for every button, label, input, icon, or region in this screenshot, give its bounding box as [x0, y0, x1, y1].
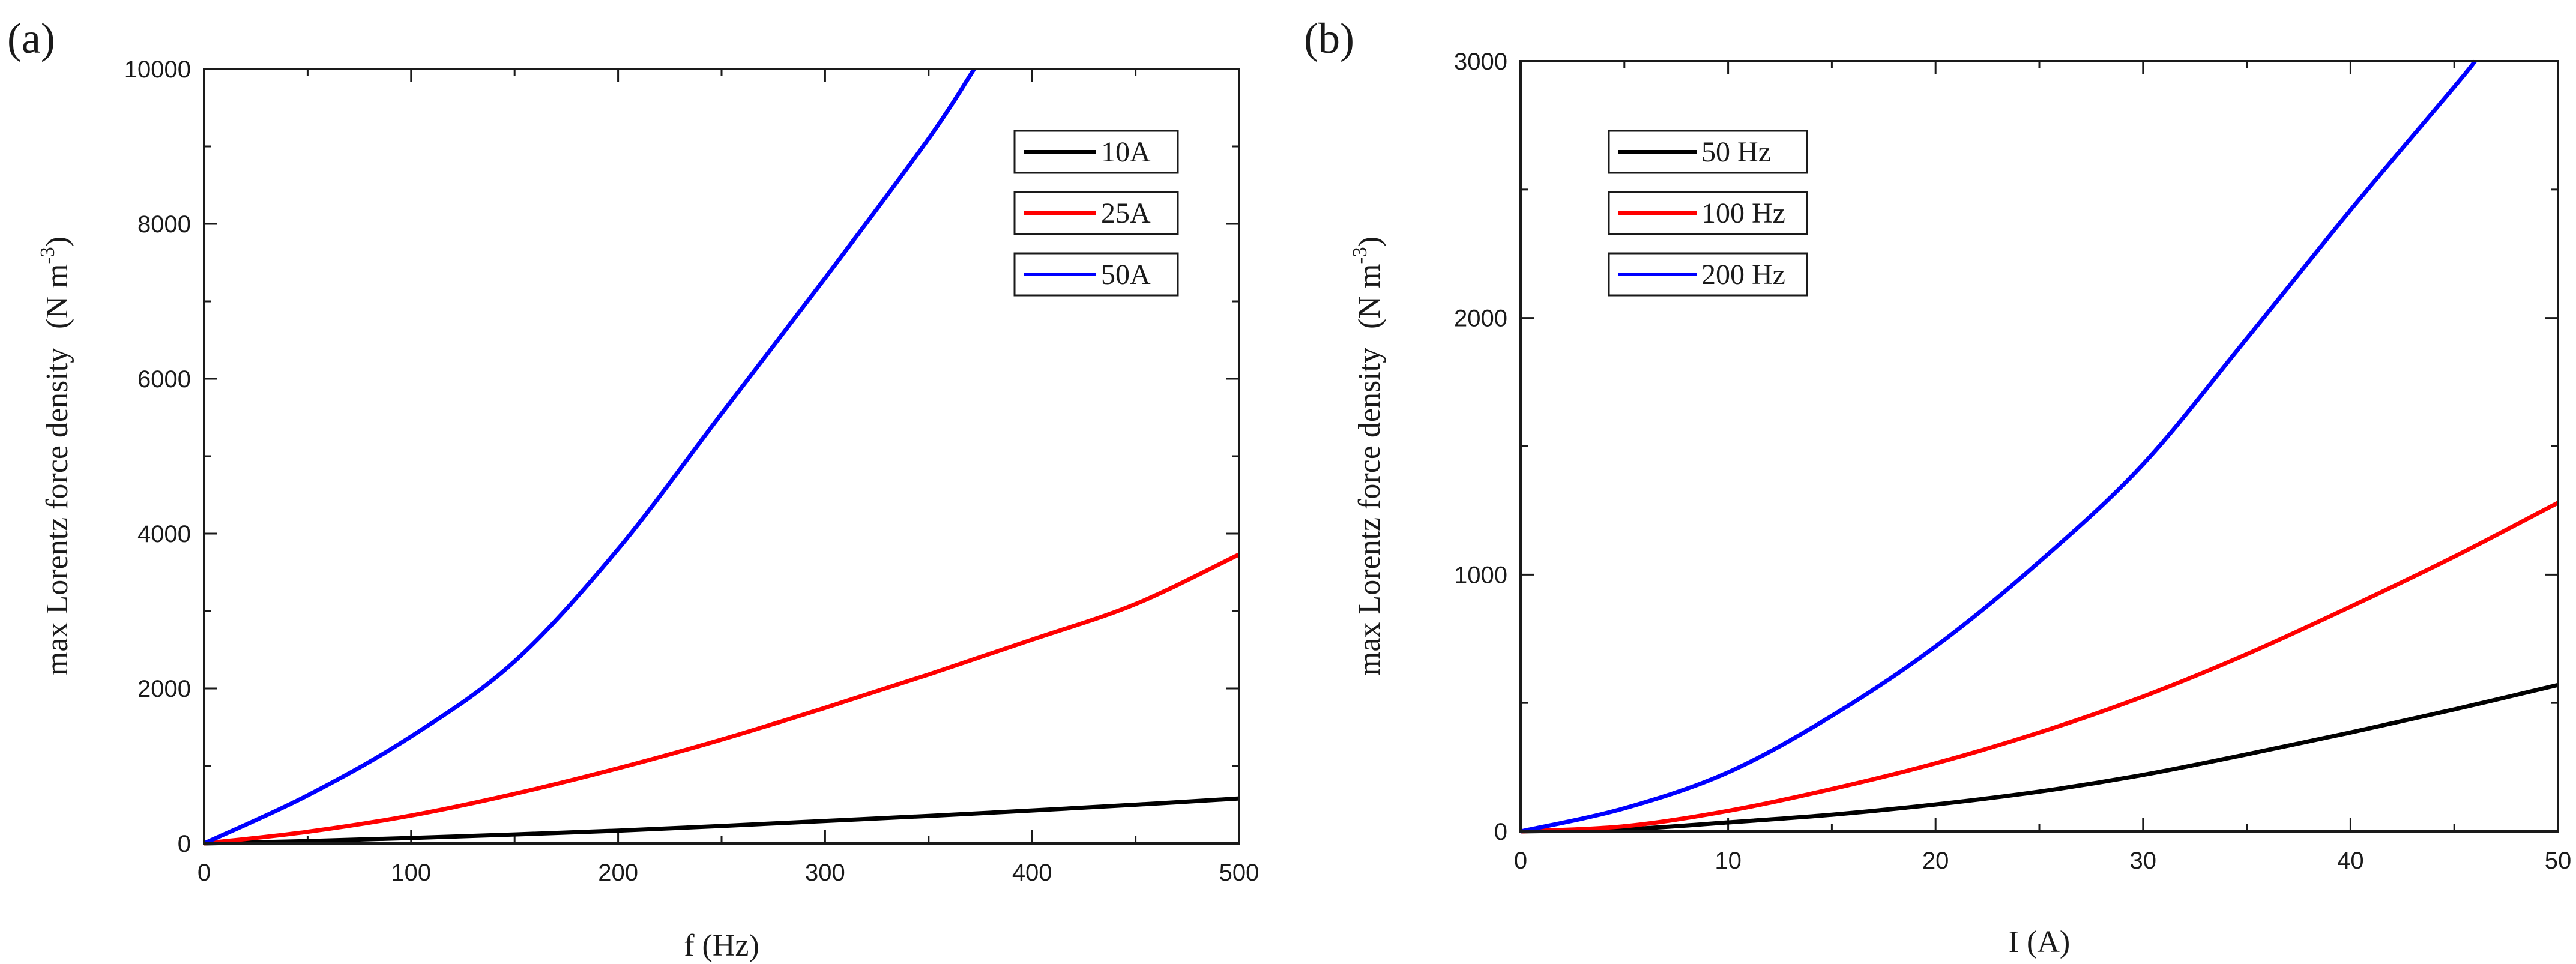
y-tick-label: 3000 [1454, 49, 1507, 75]
legend-label: 10A [1101, 136, 1151, 168]
panel-b: (b) 0 10 20 30 40 50 0 1000 2000 3000 max Lorentz… [1304, 14, 2571, 959]
panel-a: (a) 0 100 200 300 400 500 0 2000 4000 6000 8000 100… [7, 14, 1259, 963]
panel-b-ticks [1519, 60, 2559, 833]
series-line-200-hz [1520, 59, 2477, 834]
legend-label: 100 Hz [1701, 197, 1785, 229]
legend-label: 50 Hz [1701, 136, 1771, 168]
series-line-50-hz [1520, 682, 2559, 834]
panel-a-x-axis-title: f (Hz) [684, 929, 759, 963]
panel-b-plot-frame [1519, 60, 2559, 833]
legend-label: 25A [1101, 197, 1151, 229]
panel-b-label: (b) [1304, 14, 1354, 62]
x-tick-label: 10 [1715, 848, 1742, 874]
y-tick-label: 0 [178, 831, 191, 857]
panel-a-y-axis-title: max Lorentz force density (N m-3) [37, 236, 74, 676]
x-tick-label: 500 [1219, 860, 1259, 886]
x-tick-label: 0 [1514, 848, 1527, 874]
panel-a-ticks [203, 68, 1240, 845]
y-tick-label: 8000 [137, 211, 191, 238]
panel-a-tick-labels: 0 100 200 300 400 500 0 2000 4000 6000 8000 10000 [124, 56, 1259, 886]
panel-a-plot-frame [203, 68, 1240, 845]
x-tick-label: 40 [2337, 848, 2364, 874]
panel-a-legend: 10A 25A 50A [1013, 130, 1179, 297]
panel-b-legend: 50 Hz 100 Hz 200 Hz [1608, 130, 1808, 297]
svg-text:max Lorentz force density: max Lorentz force density (N m-3) [37, 236, 74, 676]
series-line-10a [204, 796, 1240, 846]
x-tick-label: 200 [598, 860, 638, 886]
y-tick-label: 0 [1494, 819, 1507, 845]
y-tick-label: 6000 [137, 366, 191, 393]
panel-b-y-axis-title: max Lorentz force density (N m-3) [1349, 236, 1387, 676]
y-tick-label: 1000 [1454, 562, 1507, 588]
series-line-25a [204, 552, 1240, 846]
y-tick-label: 2000 [1454, 306, 1507, 332]
panel-b-x-axis-title: I (A) [2009, 925, 2071, 959]
x-tick-label: 0 [198, 860, 211, 886]
legend-label: 200 Hz [1701, 259, 1785, 291]
y-tick-label: 2000 [137, 676, 191, 702]
panel-b-series [1520, 59, 2559, 834]
panel-b-tick-labels: 0 10 20 30 40 50 0 1000 2000 3000 [1454, 49, 2571, 874]
x-tick-label: 50 [2545, 848, 2572, 874]
x-tick-label: 400 [1012, 860, 1052, 886]
x-tick-label: 300 [805, 860, 845, 886]
panel-a-label: (a) [7, 14, 55, 62]
x-tick-label: 100 [391, 860, 431, 886]
x-tick-label: 20 [1922, 848, 1949, 874]
series-line-50a [203, 68, 976, 846]
series-line-100-hz [1520, 501, 2559, 834]
svg-text:max Lorentz force density: max Lorentz force density (N m-3) [1349, 236, 1387, 676]
legend-label: 50A [1101, 259, 1151, 291]
y-tick-label: 10000 [124, 56, 191, 83]
y-tick-label: 4000 [137, 521, 191, 547]
panel-a-series [203, 68, 1240, 846]
x-tick-label: 30 [2130, 848, 2157, 874]
